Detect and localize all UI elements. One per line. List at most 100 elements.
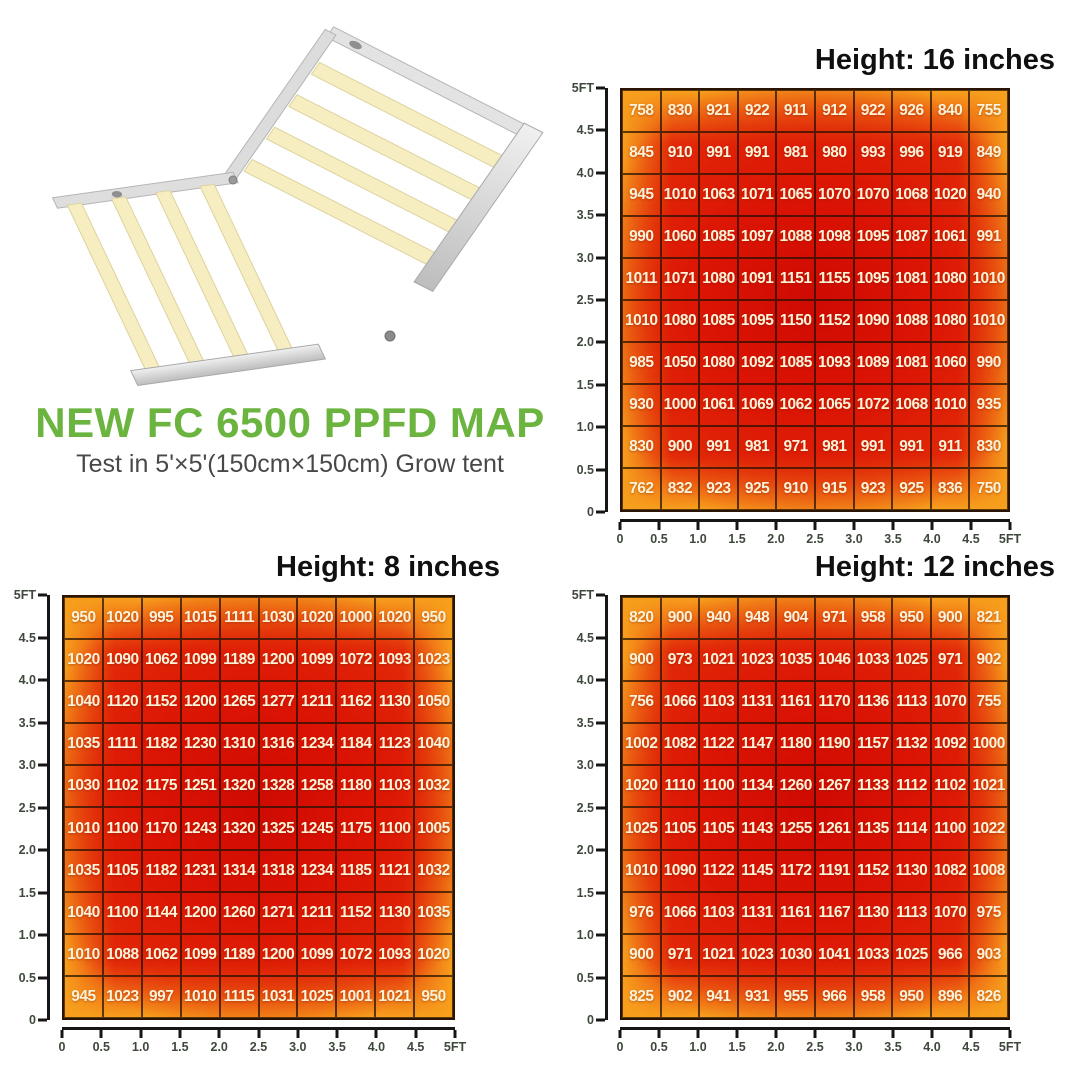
x-axis: 0 0.5 1.0 1.5 2.0 2.5 3.0 3.5 4.0 4.5 5FT [59, 1027, 466, 1054]
x-axis-label: 1.5 [728, 1040, 746, 1054]
ppfd-cell: 1046 [814, 639, 854, 682]
ppfd-cell: 1000 [660, 384, 700, 426]
ppfd-cell: 830 [622, 426, 661, 468]
y-axis-tick [596, 593, 605, 597]
ppfd-cell: 922 [853, 90, 893, 132]
ppfd-cell: 1185 [336, 849, 376, 892]
y-axis-tick [38, 933, 47, 937]
ppfd-cell: 1005 [414, 807, 453, 850]
y-axis-label: 2.5 [18, 800, 36, 815]
y-axis-label: 1.5 [576, 885, 594, 900]
ppfd-cell: 1099 [297, 933, 337, 976]
x-axis-label: 0.5 [650, 532, 668, 546]
ppfd-cell: 948 [737, 597, 777, 640]
ppfd-cell: 1011 [622, 258, 661, 300]
ppfd-cell: 1062 [141, 933, 181, 976]
ppfd-cell: 1090 [102, 639, 142, 682]
ppfd-cell: 1131 [737, 891, 777, 934]
y-axis: 5FT 4.5 4.0 3.5 3.0 2.5 2.0 1.5 1.0 0.5 0 [572, 81, 608, 519]
ppfd-cell: 996 [892, 132, 931, 174]
ppfd-cell: 1320 [219, 807, 259, 850]
x-axis-tick [852, 522, 856, 530]
ppfd-cell: 1065 [776, 174, 815, 216]
ppfd-cell: 1033 [853, 639, 893, 682]
ppfd-cell: 1162 [336, 681, 376, 724]
ppfd-cell: 900 [622, 933, 661, 976]
ppfd-cell: 1161 [776, 891, 815, 934]
ppfd-cell: 1010 [969, 300, 1008, 342]
ppfd-cell: 1135 [853, 807, 893, 850]
ppfd-cell: 975 [969, 891, 1008, 934]
ppfd-cell: 1010 [660, 174, 700, 216]
y-axis-tick [596, 636, 605, 639]
ppfd-cell: 1155 [814, 258, 854, 300]
ppfd-cell: 1100 [930, 807, 970, 850]
y-axis-tick [596, 128, 605, 132]
ppfd-cell: 991 [892, 426, 931, 468]
y-axis-label: 1.0 [576, 928, 594, 942]
x-axis-label: 3.5 [328, 1040, 346, 1054]
x-axis-tick [774, 1030, 778, 1038]
ppfd-cell: 991 [699, 426, 738, 468]
x-axis-label: 2.0 [210, 1040, 228, 1054]
ppfd-cell: 1211 [297, 681, 337, 724]
ppfd-cell: 990 [969, 342, 1008, 384]
ppfd-cell: 755 [969, 681, 1008, 724]
x-axis-label: 0 [616, 532, 624, 546]
ppfd-cell: 1211 [297, 891, 337, 934]
ppfd-cell: 981 [737, 426, 777, 468]
y-axis-label: 3.5 [576, 715, 594, 730]
x-axis-tick [453, 1030, 457, 1038]
ppfd-cell: 945 [64, 975, 103, 1018]
ppfd-cell: 903 [969, 933, 1008, 976]
ppfd-cell: 1182 [141, 723, 181, 766]
ppfd-cell: 845 [622, 132, 661, 174]
ppfd-cell: 1191 [814, 849, 854, 892]
ppfd-cell: 1325 [258, 807, 298, 850]
x-axis-tick [969, 1030, 973, 1038]
ppfd-cell: 1093 [375, 933, 415, 976]
y-axis-label: 5FT [571, 81, 594, 95]
ppfd-cell: 821 [969, 597, 1008, 640]
ppfd-cell: 997 [141, 975, 181, 1018]
ppfd-cell: 1100 [102, 891, 142, 934]
y-axis-tick [38, 636, 47, 639]
y-axis-tick [596, 213, 605, 217]
ppfd-cell: 1102 [102, 765, 142, 808]
ppfd-cell: 1035 [414, 891, 453, 934]
ppfd-cell: 966 [930, 933, 970, 976]
y-axis-label: 3.5 [18, 715, 36, 730]
ppfd-cell: 1175 [336, 807, 376, 850]
x-axis-tick [335, 1030, 339, 1038]
ppfd-cell: 1072 [336, 933, 376, 976]
ppfd-cell: 1145 [737, 849, 777, 892]
x-axis-tick [1008, 1030, 1012, 1038]
ppfd-cell: 971 [660, 933, 700, 976]
ppfd-cell: 1093 [375, 639, 415, 682]
ppfd-cell: 1231 [180, 849, 220, 892]
y-axis-tick [38, 721, 47, 724]
ppfd-cell: 1070 [930, 681, 970, 724]
y-axis-tick [38, 976, 47, 979]
ppfd-cell: 1152 [814, 300, 854, 342]
x-axis-label: 3.0 [845, 532, 863, 546]
ppfd-cell: 1080 [930, 258, 970, 300]
ppfd-cell: 1063 [699, 174, 738, 216]
y-axis-tick [596, 256, 605, 260]
ppfd-cell: 1021 [969, 765, 1008, 808]
y-axis-tick [596, 383, 605, 387]
ppfd-cell: 973 [660, 639, 700, 682]
ppfd-cell: 1170 [141, 807, 181, 850]
y-axis-label: 0 [587, 505, 594, 519]
ppfd-cell: 1072 [336, 639, 376, 682]
ppfd-cell: 1070 [814, 174, 854, 216]
ppfd-cell: 1200 [180, 681, 220, 724]
ppfd-cell: 1243 [180, 807, 220, 850]
ppfd-cell: 1068 [892, 174, 931, 216]
ppfd-cell: 1152 [853, 849, 893, 892]
x-axis-label: 1.5 [171, 1040, 189, 1054]
x-axis-tick [930, 522, 934, 530]
y-axis-label: 0 [587, 1013, 594, 1027]
y-axis-tick [596, 763, 605, 767]
x-axis-label: 2.0 [767, 1040, 785, 1054]
